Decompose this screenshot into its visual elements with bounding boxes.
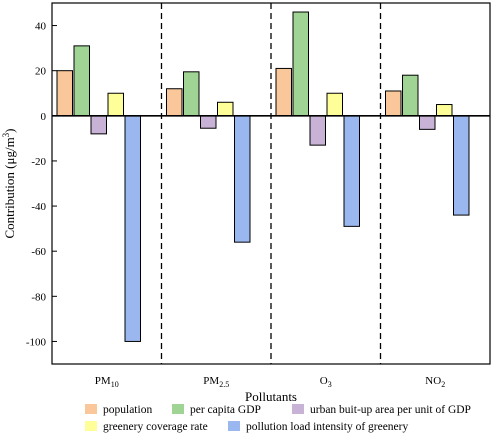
legend: population per capita GDP urban buit-up ar… — [85, 404, 471, 433]
bar-per-capita-gdp-pm10 — [73, 45, 90, 117]
legend-label: population — [103, 404, 152, 416]
legend-swatch — [85, 421, 97, 431]
y-axis: 40 20 0 -20 -40 -60 -80 -100 — [26, 21, 57, 348]
y-tick-label: 0 — [41, 111, 47, 123]
bar-population-pm25 — [166, 88, 183, 117]
bar-pollution-load-intensity-of-greenery-o3 — [343, 115, 360, 227]
bar-per-capita-gdp-pm25 — [183, 71, 200, 117]
y-tick-label: 40 — [35, 21, 47, 33]
bar-greenery-coverage-rate-o3 — [326, 92, 343, 117]
bar-urban-buit-up-area-per-unit-of-gdp-o3 — [309, 115, 326, 146]
bar-greenery-coverage-rate-pm10 — [107, 92, 124, 117]
y-tick-label: -60 — [31, 246, 46, 258]
bar-urban-buit-up-area-per-unit-of-gdp-pm10 — [90, 115, 107, 135]
legend-label: pollution load intensity of greenery — [246, 421, 408, 433]
legend-label: urban buit-up area per unit of GDP — [310, 404, 471, 416]
bar-population-o3 — [275, 67, 292, 117]
legend-swatch — [228, 421, 240, 431]
y-tick-label: -80 — [31, 291, 46, 303]
bar-population-pm10 — [56, 70, 73, 117]
plot-frame — [51, 2, 491, 365]
x-tick-label: PM2.5 — [203, 375, 229, 389]
legend-swatch — [172, 404, 184, 414]
bar-greenery-coverage-rate-no2 — [436, 104, 453, 117]
y-tick-label: -40 — [31, 201, 46, 213]
x-tick-label: PM10 — [95, 375, 119, 389]
x-axis-title: Pollutants — [245, 389, 297, 404]
bar-per-capita-gdp-o3 — [292, 11, 309, 117]
group-separators — [160, 3, 382, 364]
bar-pollution-load-intensity-of-greenery-pm25 — [234, 115, 251, 243]
y-tick-label: -20 — [31, 156, 46, 168]
bar-pollution-load-intensity-of-greenery-no2 — [453, 115, 470, 216]
legend-swatch — [85, 404, 97, 414]
legend-label: greenery coverage rate — [103, 421, 208, 433]
x-tick-label: NO2 — [425, 375, 445, 389]
bar-urban-buit-up-area-per-unit-of-gdp-no2 — [419, 115, 436, 130]
x-tick-label: O3 — [320, 375, 332, 389]
bars-layer — [56, 11, 470, 342]
x-axis: PM10 PM2.5 O3 NO2 — [95, 375, 445, 389]
bar-urban-buit-up-area-per-unit-of-gdp-pm25 — [200, 115, 217, 129]
y-axis-title: Contribution (μg/m3) — [1, 128, 17, 238]
bar-pollution-load-intensity-of-greenery-pm10 — [124, 115, 141, 342]
legend-swatch — [292, 404, 304, 414]
bar-greenery-coverage-rate-pm25 — [217, 101, 234, 117]
legend-label: per capita GDP — [190, 404, 261, 416]
y-tick-label: 20 — [35, 66, 47, 78]
bar-per-capita-gdp-no2 — [402, 74, 419, 117]
bar-population-no2 — [385, 90, 402, 117]
y-tick-label: -100 — [26, 336, 47, 348]
